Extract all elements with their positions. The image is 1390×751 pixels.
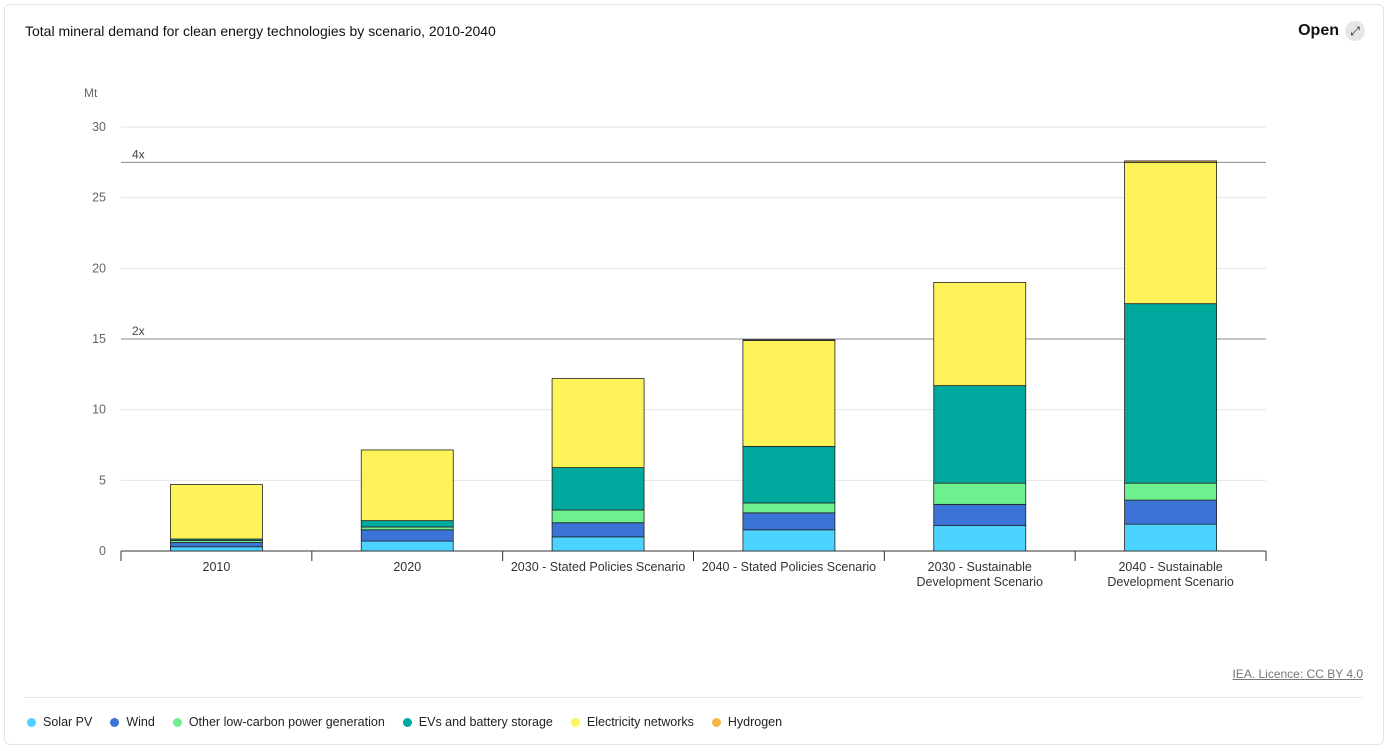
legend-swatch — [27, 717, 36, 727]
legend-item[interactable]: Wind — [110, 715, 155, 729]
legend-item[interactable]: Hydrogen — [711, 715, 783, 729]
external-link-icon: ⤢ — [1345, 21, 1365, 41]
y-tick-label: 30 — [92, 120, 106, 134]
legend-label: Hydrogen — [727, 715, 783, 729]
legend-item[interactable]: Electricity networks — [570, 715, 694, 729]
bar-segment — [1124, 482, 1217, 501]
bar-segment — [742, 512, 836, 531]
reference-line-label: 2x — [132, 324, 145, 338]
bar-segment — [551, 467, 645, 511]
legend-swatch — [570, 717, 580, 727]
bar-segment — [551, 522, 645, 538]
x-tick-label: 2010 — [203, 560, 231, 574]
y-tick-label: 0 — [99, 544, 106, 558]
x-tick-label: Development Scenario — [1107, 575, 1234, 589]
y-tick-label: 15 — [92, 332, 106, 346]
bar-segment — [551, 378, 645, 469]
open-button[interactable]: Open ⤢ — [1298, 21, 1365, 41]
legend-divider — [25, 697, 1363, 698]
bar-segment — [933, 525, 1027, 552]
y-tick-label: 5 — [99, 473, 106, 487]
legend-label: EVs and battery storage — [418, 715, 553, 729]
reference-line-label: 4x — [132, 147, 145, 161]
bar-segment — [742, 502, 836, 514]
x-tick-label: 2030 - Sustainable — [928, 560, 1032, 574]
chart-title: Total mineral demand for clean energy te… — [25, 23, 496, 39]
bar-segment — [360, 540, 454, 552]
y-tick-label: 25 — [92, 191, 106, 205]
legend-item[interactable]: Solar PV — [27, 715, 92, 729]
open-label: Open — [1298, 22, 1339, 39]
bar-segment — [360, 449, 454, 522]
legend: Solar PV Wind Other low-carbon power gener… — [27, 715, 800, 729]
bar-segment — [1124, 161, 1217, 305]
legend-label: Electricity networks — [586, 715, 694, 729]
y-axis-label: Mt — [84, 86, 98, 100]
legend-label: Solar PV — [43, 715, 93, 729]
legend-swatch — [172, 717, 182, 727]
bar-segment — [170, 484, 263, 540]
bar-segment — [742, 529, 836, 552]
source-link[interactable]: IEA. Licence: CC BY 4.0 — [1232, 667, 1363, 681]
y-tick-label: 20 — [92, 261, 106, 275]
x-tick-label: 2040 - Sustainable — [1118, 560, 1222, 574]
bar-segment — [742, 446, 836, 504]
bar-segment — [1124, 499, 1217, 525]
bar-segment — [1124, 303, 1217, 484]
legend-swatch — [110, 717, 120, 727]
legend-item[interactable]: Other low-carbon power generation — [172, 715, 385, 729]
bar-segment — [742, 339, 836, 341]
bar-segment — [170, 542, 263, 548]
x-tick-label: 2030 - Stated Policies Scenario — [511, 560, 685, 574]
x-tick-label: Development Scenario — [917, 575, 1044, 589]
bar-segment — [551, 536, 645, 552]
bar-segment — [360, 529, 454, 542]
bar-segment — [742, 340, 836, 447]
bar-segment — [1124, 160, 1217, 163]
bar-segment — [360, 526, 454, 531]
legend-label: Wind — [126, 715, 155, 729]
bar-segment — [933, 482, 1027, 505]
bar-segment — [933, 282, 1027, 387]
bar-segment — [933, 385, 1027, 484]
bar-segment — [360, 520, 454, 528]
legend-label: Other low-carbon power generation — [188, 715, 385, 729]
legend-swatch — [711, 717, 721, 727]
x-tick-label: 2040 - Stated Policies Scenario — [702, 560, 876, 574]
x-tick-label: 2020 — [393, 560, 421, 574]
legend-item[interactable]: EVs and battery storage — [402, 715, 553, 729]
bar-segment — [933, 503, 1027, 526]
legend-swatch — [402, 717, 412, 727]
bar-segment — [170, 546, 263, 552]
bar-segment — [551, 509, 645, 524]
y-tick-label: 10 — [92, 403, 106, 417]
bar-segment — [1124, 523, 1217, 552]
